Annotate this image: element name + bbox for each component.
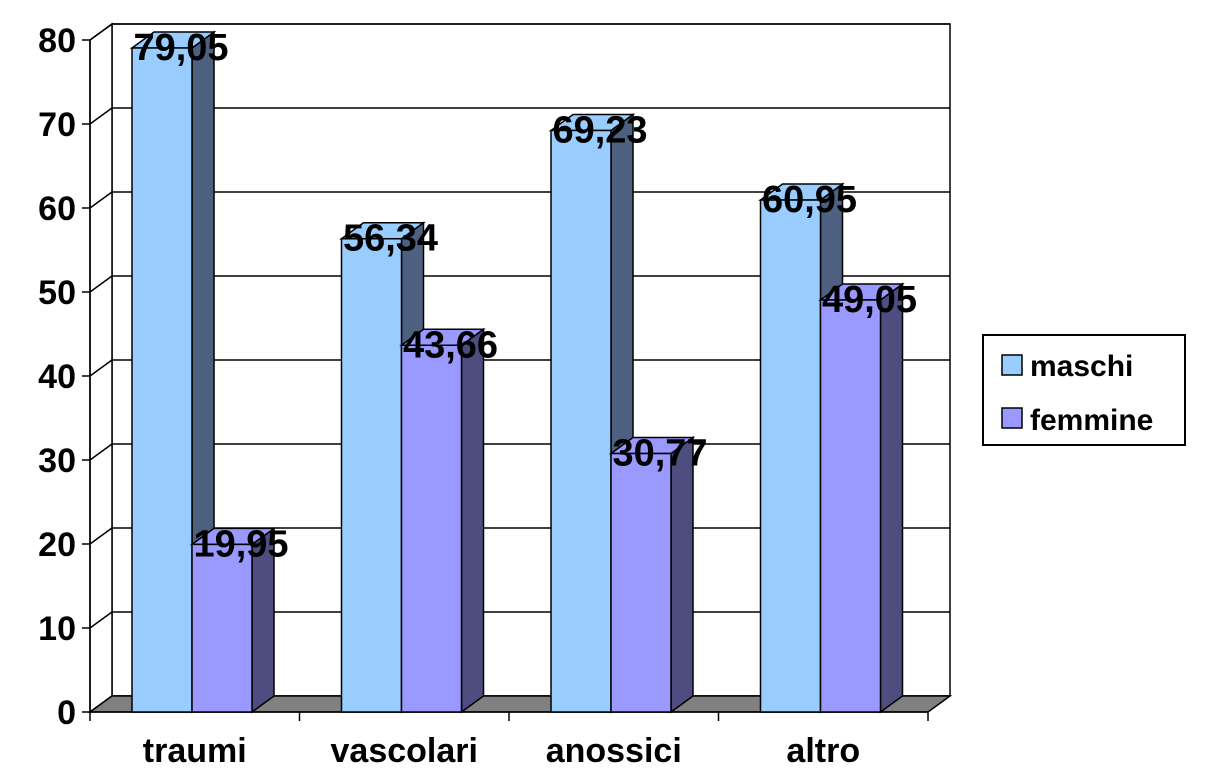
gridline-side	[89, 23, 113, 41]
y-tick-label: 60	[38, 190, 76, 228]
legend-label-femmine: femmine	[1030, 404, 1153, 437]
gridline-side	[89, 443, 113, 461]
y-tick-label: 10	[38, 610, 76, 648]
bar-side-femmine-vascolari	[460, 327, 485, 714]
y-tick-label: 30	[38, 442, 76, 480]
x-tick-label: vascolari	[331, 732, 478, 770]
bar-femmine-altro	[819, 299, 882, 713]
data-label-femmine-vascolari: 43,66	[403, 324, 498, 366]
gridline-side	[89, 527, 113, 545]
x-tick-label: altro	[786, 732, 860, 770]
data-label-femmine-anossici: 30,77	[612, 433, 707, 475]
y-tick-label: 70	[38, 106, 76, 144]
gridline-side	[89, 107, 113, 125]
data-label-maschi-anossici: 69,23	[552, 109, 647, 151]
gridline-side	[89, 191, 113, 209]
y-tick-label: 40	[38, 358, 76, 396]
bar-maschi-altro	[759, 199, 822, 713]
data-label-femmine-traumi: 19,95	[193, 523, 288, 565]
y-tick-label: 50	[38, 274, 76, 312]
y-tick-label: 80	[38, 22, 76, 60]
plot-area: 0 10 20 30 40 50 60 70 80 traumi vascolari anossici…	[38, 22, 953, 770]
legend: maschi femmine	[982, 334, 1186, 446]
data-label-maschi-vascolari: 56,34	[343, 218, 438, 260]
gridline-side	[89, 275, 113, 293]
gridline-side	[89, 611, 113, 629]
bar-side-femmine-anossici	[670, 436, 694, 714]
gridline-side	[89, 359, 113, 377]
legend-label-maschi: maschi	[1030, 350, 1133, 383]
x-tick-label: anossici	[546, 732, 682, 770]
bar-maschi-anossici	[550, 129, 612, 713]
legend-swatch-femmine	[1001, 407, 1023, 429]
data-label-maschi-traumi: 79,05	[133, 27, 228, 69]
legend-swatch-maschi	[1001, 354, 1023, 376]
bar-femmine-anossici	[610, 452, 672, 713]
bar-femmine-traumi	[191, 543, 253, 713]
bar-side-femmine-altro	[879, 282, 904, 714]
bar-maschi-traumi	[131, 47, 193, 713]
bar-maschi-vascolari	[340, 237, 403, 713]
data-label-femmine-altro: 49,05	[822, 279, 917, 321]
y-tick-label: 20	[38, 526, 76, 564]
x-tick-label: traumi	[143, 732, 247, 770]
data-label-maschi-altro: 60,95	[762, 179, 857, 221]
y-tick-label: 0	[57, 694, 76, 732]
bar-femmine-vascolari	[400, 344, 463, 713]
